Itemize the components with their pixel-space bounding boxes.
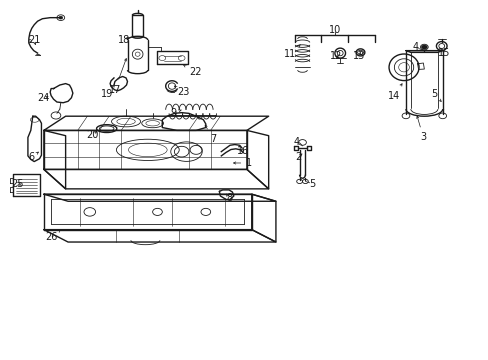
Text: 10: 10 [328, 26, 341, 35]
Text: 9: 9 [169, 108, 181, 118]
Text: 24: 24 [38, 94, 50, 103]
Text: 7: 7 [205, 125, 216, 144]
Text: 4: 4 [293, 137, 299, 147]
Text: 5: 5 [430, 89, 440, 102]
Text: 19: 19 [101, 85, 114, 99]
Text: 20: 20 [86, 130, 99, 140]
Text: 14: 14 [387, 84, 401, 101]
Text: 23: 23 [174, 86, 189, 97]
Text: 5: 5 [308, 179, 315, 189]
Text: 21: 21 [28, 35, 41, 45]
Text: 25: 25 [11, 179, 23, 189]
Text: 2: 2 [295, 152, 301, 162]
Text: 17: 17 [108, 59, 126, 95]
Text: 6: 6 [29, 152, 39, 162]
Text: 18: 18 [117, 35, 129, 45]
Text: 16: 16 [237, 145, 249, 156]
Text: 1: 1 [233, 158, 252, 168]
Text: 3: 3 [416, 116, 426, 143]
Circle shape [421, 45, 427, 49]
Text: 11: 11 [284, 45, 300, 59]
Text: 4: 4 [412, 42, 418, 52]
Text: 8: 8 [225, 193, 232, 203]
Text: 15: 15 [437, 48, 449, 58]
Circle shape [59, 16, 62, 19]
Text: 22: 22 [183, 65, 201, 77]
Text: 12: 12 [329, 51, 342, 61]
Text: 26: 26 [45, 230, 60, 242]
Text: 13: 13 [353, 51, 365, 61]
